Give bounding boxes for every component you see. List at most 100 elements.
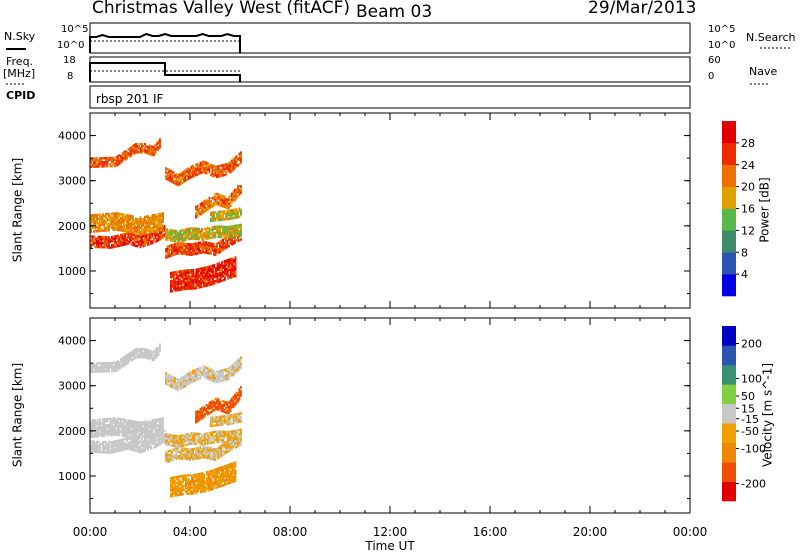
heatmap-cell (111, 158, 113, 162)
heatmap-cell (231, 442, 233, 445)
heatmap-cell (142, 441, 145, 445)
heatmap-cell (177, 487, 180, 491)
heatmap-cell (118, 162, 121, 165)
heatmap-cell (126, 153, 128, 156)
heatmap-cell (136, 441, 139, 445)
heatmap-cell (99, 227, 101, 231)
heatmap-cell (217, 225, 220, 228)
heatmap-cell (168, 168, 170, 172)
heatmap-cell (93, 421, 95, 424)
heatmap-cell (144, 352, 146, 355)
heatmap-cell (100, 215, 103, 218)
heatmap-cell (90, 216, 92, 219)
heatmap-cell (205, 370, 208, 374)
heatmap-cell (136, 350, 139, 353)
heatmap-cell (108, 423, 110, 427)
heatmap-cell (228, 430, 230, 434)
heatmap-cell (129, 216, 131, 220)
heatmap-cell (213, 374, 215, 377)
heatmap-cell (211, 455, 214, 459)
heatmap-cell (240, 187, 242, 190)
heatmap-cell (221, 478, 223, 481)
heatmap-cell (232, 401, 235, 405)
heatmap-cell (147, 243, 149, 246)
heatmap-cell (165, 250, 167, 253)
heatmap-cell (114, 158, 116, 162)
heatmap-cell (145, 219, 148, 223)
heatmap-cell (118, 236, 121, 239)
heatmap-cell (213, 169, 215, 172)
heatmap-cell (214, 200, 217, 204)
heatmap-cell (207, 446, 209, 450)
heatmap-cell (229, 194, 232, 197)
heatmap-cell (179, 493, 181, 496)
heatmap-cell (213, 420, 215, 423)
heatmap-cell (176, 481, 178, 485)
heatmap-cell (148, 232, 151, 236)
heatmap-cell (141, 354, 143, 357)
heatmap-cell (208, 202, 211, 206)
heatmap-cell (171, 231, 173, 234)
heatmap-cell (169, 173, 172, 177)
heatmap-cell (91, 241, 94, 244)
heatmap-cell (171, 279, 174, 283)
heatmap-cell (234, 397, 236, 401)
heatmap-cell (102, 440, 104, 444)
heatmap-cell (111, 367, 113, 371)
heatmap-cell (202, 246, 205, 250)
heatmap-cell (217, 201, 220, 204)
heatmap-cell (127, 240, 130, 243)
heatmap-cell (100, 426, 103, 429)
heatmap-cell (97, 424, 100, 428)
heatmap-cell (234, 365, 236, 369)
heatmap-cell (183, 174, 185, 177)
heatmap-cell (232, 194, 235, 198)
heatmap-cell (102, 157, 104, 160)
heatmap-cell (139, 239, 142, 243)
heatmap-cell (114, 433, 116, 436)
heatmap-cell (228, 258, 231, 261)
heatmap-cell (148, 424, 151, 427)
heatmap-cell (223, 167, 226, 171)
heatmap-cell (181, 434, 184, 437)
heatmap-cell (121, 154, 124, 157)
heatmap-cell (174, 494, 177, 497)
heatmap-cell (141, 147, 143, 150)
heatmap-cell (229, 169, 232, 172)
heatmap-cell (185, 484, 187, 488)
heatmap-cell (210, 219, 212, 223)
heatmap-cell (220, 444, 223, 448)
heatmap-cell (214, 217, 217, 220)
heatmap-cell (172, 247, 175, 250)
heatmap-cell (151, 438, 154, 442)
heatmap-cell (175, 234, 178, 237)
heatmap-cell (216, 469, 219, 473)
heatmap-cell (195, 280, 198, 284)
heatmap-cell (160, 442, 163, 445)
heatmap-cell (214, 171, 217, 175)
heatmap-cell (223, 210, 226, 213)
heatmap-cell (97, 446, 100, 450)
heatmap-cell (112, 448, 115, 452)
heatmap-cell (96, 426, 98, 430)
heatmap-cell (228, 449, 230, 453)
heatmap-cell (186, 488, 189, 492)
heatmap-cell (115, 237, 118, 240)
heatmap-cell (192, 249, 194, 252)
heatmap-cell (231, 229, 233, 232)
heatmap-cell (237, 361, 239, 364)
heatmap-cell (178, 179, 181, 182)
heatmap-cell (222, 371, 224, 374)
heatmap-cell (190, 237, 193, 240)
heatmap-cell (151, 239, 154, 243)
heatmap-cell (90, 433, 92, 437)
heatmap-cell (112, 427, 115, 430)
heatmap-cell (174, 379, 176, 382)
heatmap-cell (227, 273, 229, 276)
heatmap-cell (177, 276, 180, 280)
heatmap-cell (231, 368, 233, 372)
heatmap-cell (174, 229, 176, 233)
heatmap-cell (187, 441, 190, 444)
heatmap-cell (216, 422, 218, 425)
